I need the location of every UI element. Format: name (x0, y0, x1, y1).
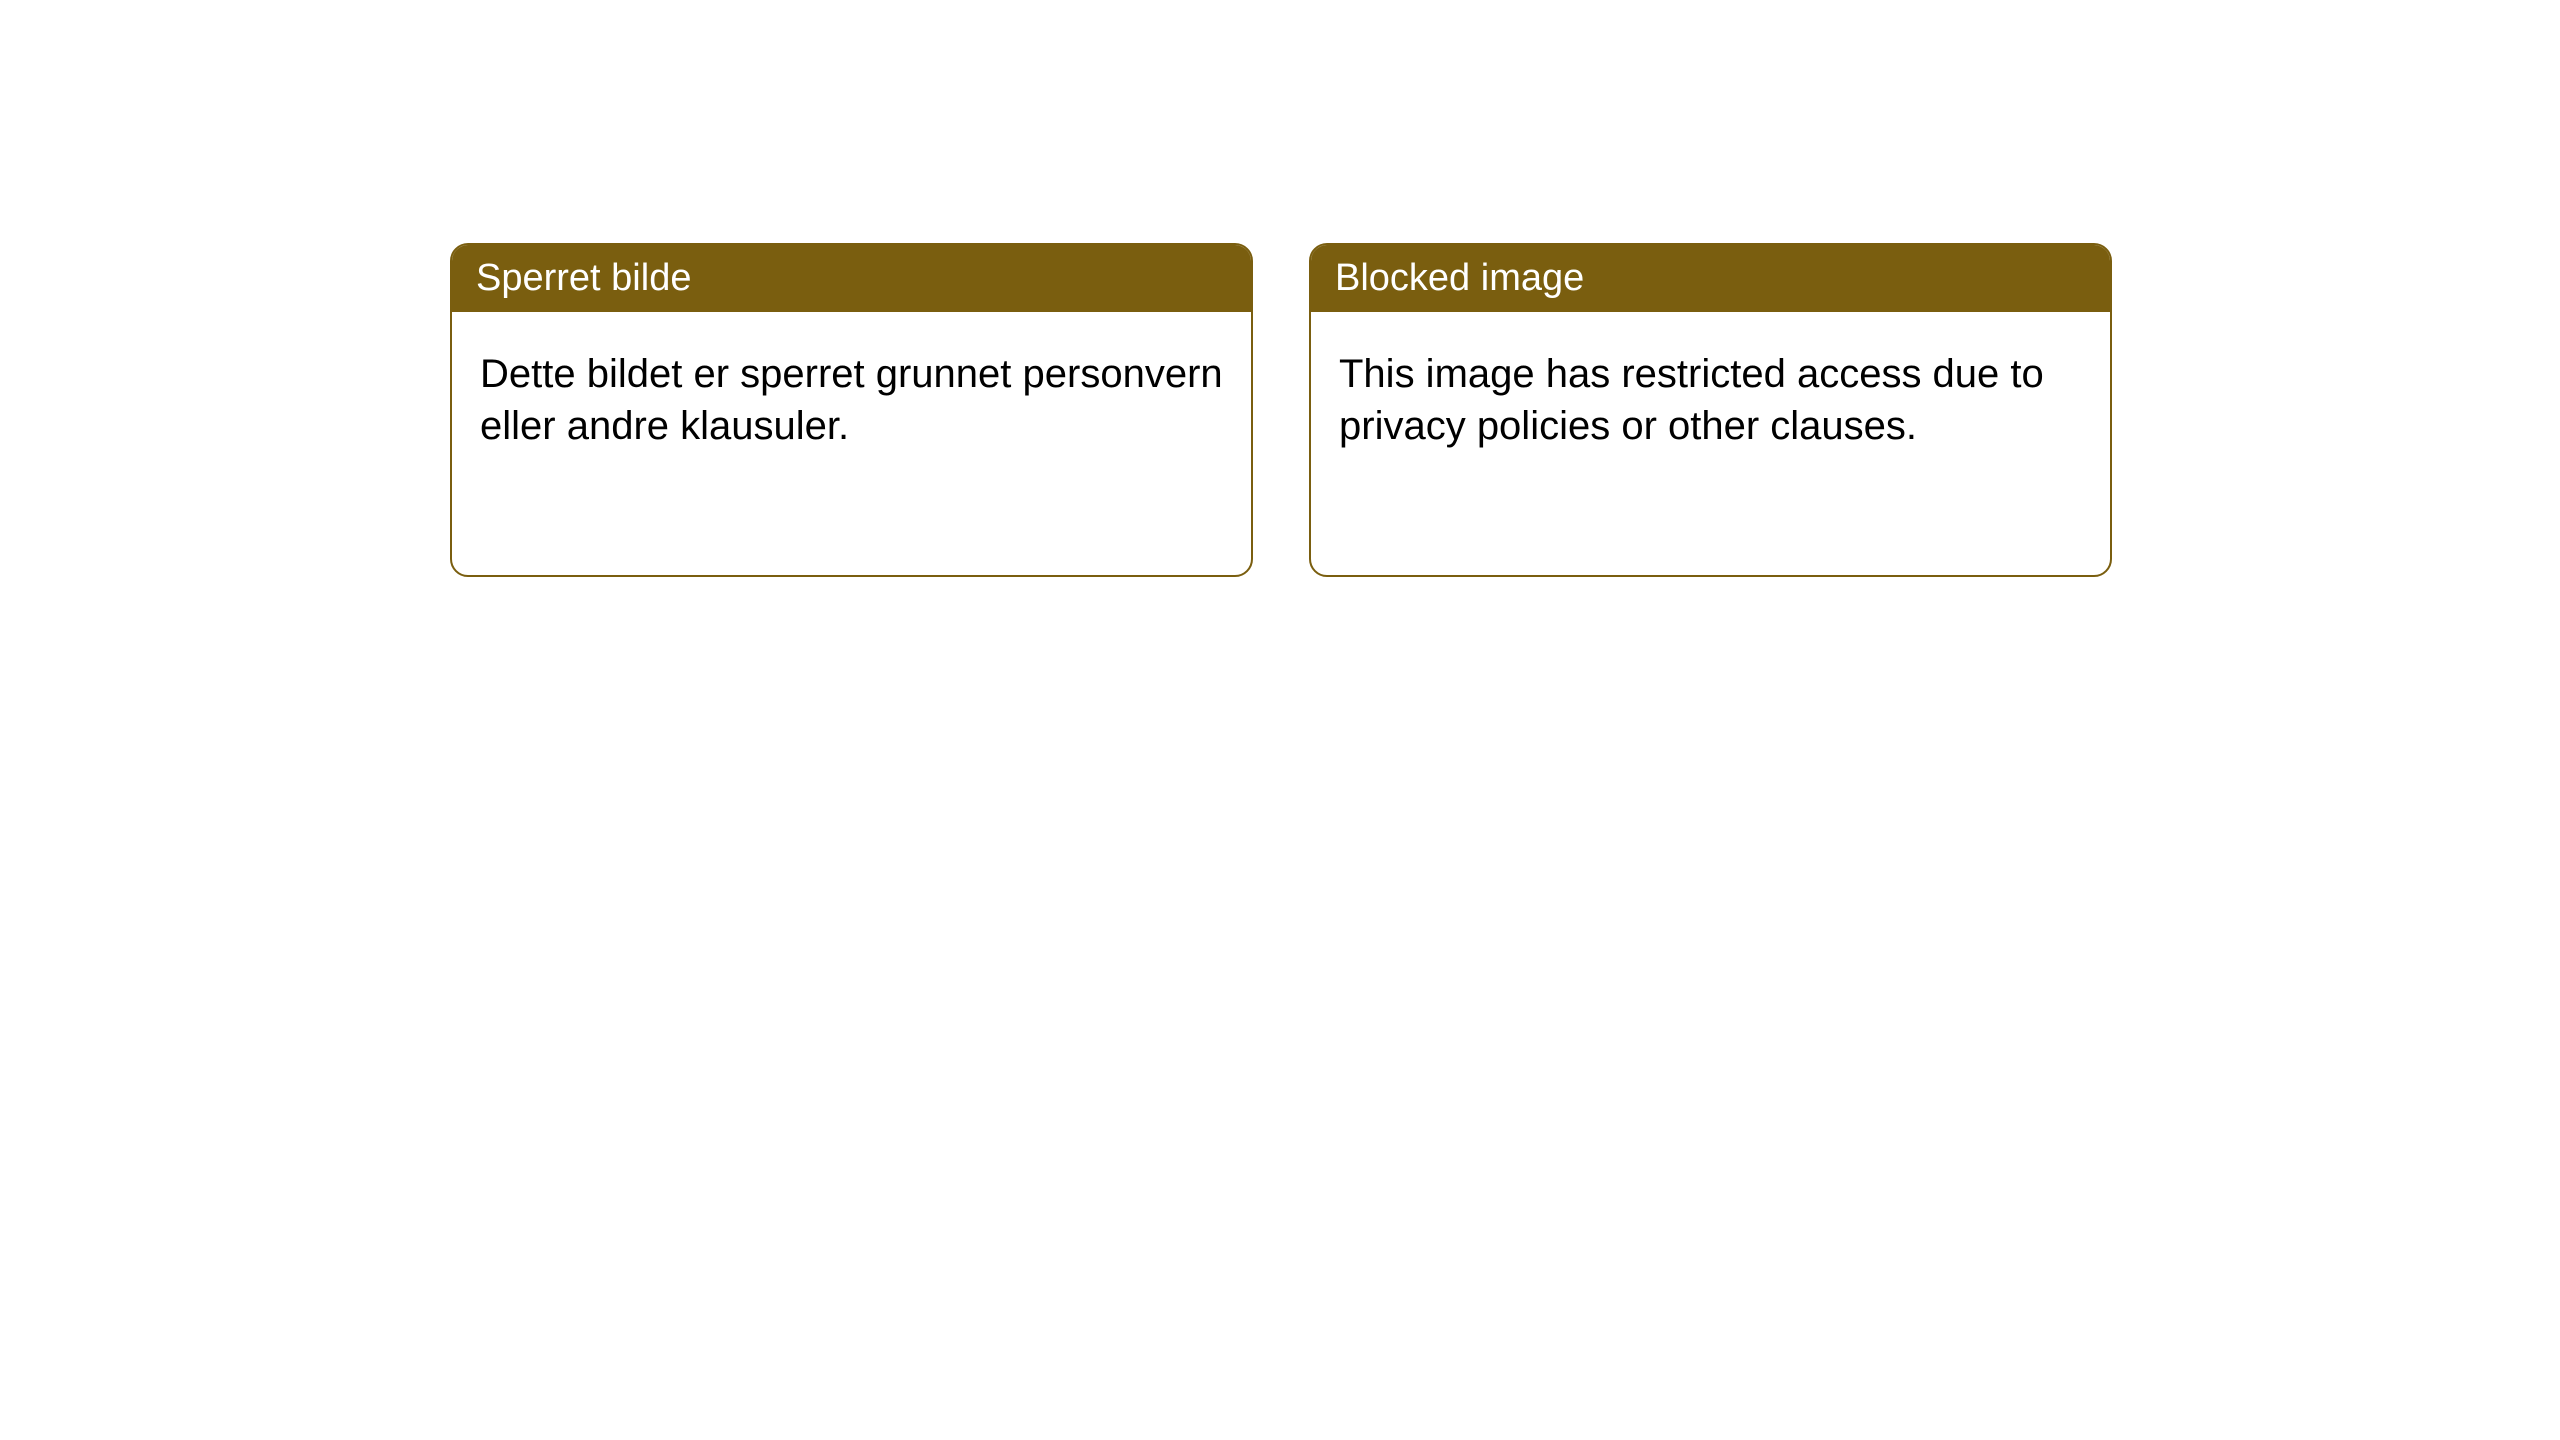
card-body-text: This image has restricted access due to … (1339, 352, 2044, 448)
card-header: Sperret bilde (452, 245, 1251, 312)
cards-container: Sperret bilde Dette bildet er sperret gr… (0, 0, 2560, 577)
card-title: Blocked image (1335, 257, 1584, 299)
card-body: Dette bildet er sperret grunnet personve… (452, 312, 1251, 488)
card-body-text: Dette bildet er sperret grunnet personve… (480, 352, 1223, 448)
card-body: This image has restricted access due to … (1311, 312, 2110, 488)
card-title: Sperret bilde (476, 257, 691, 299)
card-header: Blocked image (1311, 245, 2110, 312)
blocked-image-card-norwegian: Sperret bilde Dette bildet er sperret gr… (450, 243, 1253, 577)
blocked-image-card-english: Blocked image This image has restricted … (1309, 243, 2112, 577)
